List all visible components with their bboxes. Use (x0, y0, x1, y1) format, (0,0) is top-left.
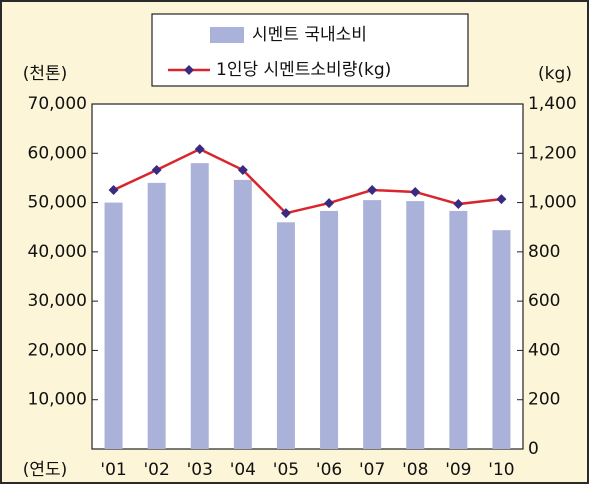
marker (280, 208, 291, 219)
x-tick-label: '05 (273, 460, 299, 480)
legend-label: 시멘트 국내소비 (252, 25, 367, 45)
bar (449, 210, 468, 449)
x-tick-label: '08 (402, 460, 428, 480)
x-tick-label: '03 (187, 460, 213, 480)
y2-tick-label: 800 (528, 242, 560, 262)
marker (496, 194, 507, 205)
y-tick-label: 60,000 (28, 143, 87, 163)
bar (147, 182, 166, 449)
y2-tick-label: 200 (528, 390, 560, 410)
legend-label: 1인당 시멘트소비량(kg) (216, 60, 391, 80)
y2-tick-label: 1,200 (528, 143, 577, 163)
marker (324, 198, 335, 209)
x-tick-label: '10 (488, 460, 514, 480)
y-tick-label: 30,000 (28, 291, 87, 311)
bar (276, 222, 295, 449)
x-axis-label: (연도) (23, 460, 68, 480)
y-axis-label: (천톤) (23, 64, 68, 84)
y-tick-label: 70,000 (28, 94, 87, 114)
marker (151, 165, 162, 176)
marker (108, 185, 119, 196)
y-tick-label: 20,000 (28, 340, 87, 360)
marker (453, 199, 464, 210)
legend-marker (184, 65, 194, 75)
x-tick-label: '04 (230, 460, 256, 480)
bar (233, 179, 252, 449)
x-tick-label: '07 (359, 460, 385, 480)
x-tick-label: '01 (100, 460, 126, 480)
legend-swatch (210, 27, 244, 43)
marker (367, 185, 378, 196)
bar (320, 210, 339, 449)
y2-tick-label: 600 (528, 291, 560, 311)
marker (194, 144, 205, 155)
bar (406, 201, 425, 449)
bar (190, 163, 209, 449)
line (113, 147, 502, 215)
bar (492, 230, 511, 449)
x-tick-label: '09 (445, 460, 471, 480)
bar (363, 200, 382, 449)
y2-tick-label: 1,400 (528, 94, 577, 114)
x-tick-label: '02 (143, 460, 169, 480)
y2-tick-label: 0 (528, 439, 539, 459)
bar (104, 202, 123, 449)
y2-tick-label: 1,000 (528, 193, 577, 213)
x-tick-label: '06 (316, 460, 342, 480)
y2-axis-label: (kg) (538, 64, 572, 84)
y-tick-label: 50,000 (28, 193, 87, 213)
marker (410, 186, 421, 197)
y-tick-label: 40,000 (28, 242, 87, 262)
y-tick-label: 10,000 (28, 390, 87, 410)
legend (151, 13, 469, 87)
marker (237, 165, 248, 176)
y2-tick-label: 400 (528, 340, 560, 360)
